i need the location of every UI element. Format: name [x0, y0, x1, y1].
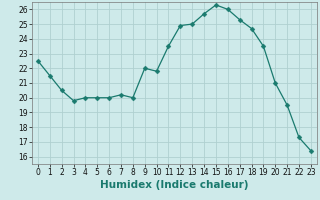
X-axis label: Humidex (Indice chaleur): Humidex (Indice chaleur)	[100, 180, 249, 190]
